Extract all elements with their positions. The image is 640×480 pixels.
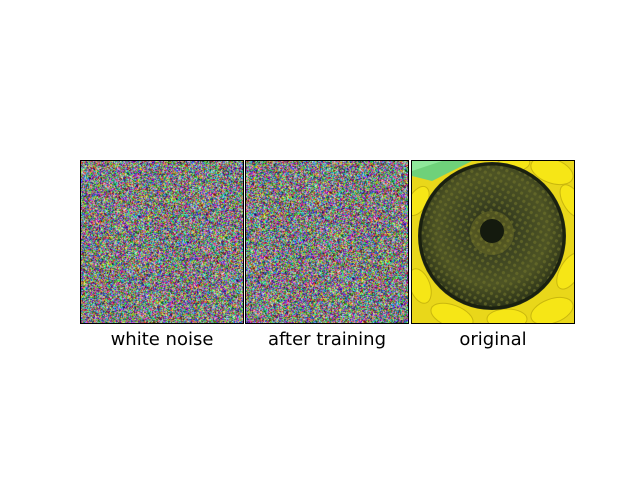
after-training-caption: after training <box>267 329 387 350</box>
white-noise-canvas <box>81 161 243 323</box>
after-training-image <box>245 160 409 324</box>
white-noise-image <box>80 160 244 324</box>
white-noise-caption: white noise <box>110 329 214 350</box>
original-sunflower-image <box>411 160 575 324</box>
original-caption: original <box>459 329 527 350</box>
after-training-canvas <box>246 161 408 323</box>
sunflower-illustration <box>412 161 574 323</box>
